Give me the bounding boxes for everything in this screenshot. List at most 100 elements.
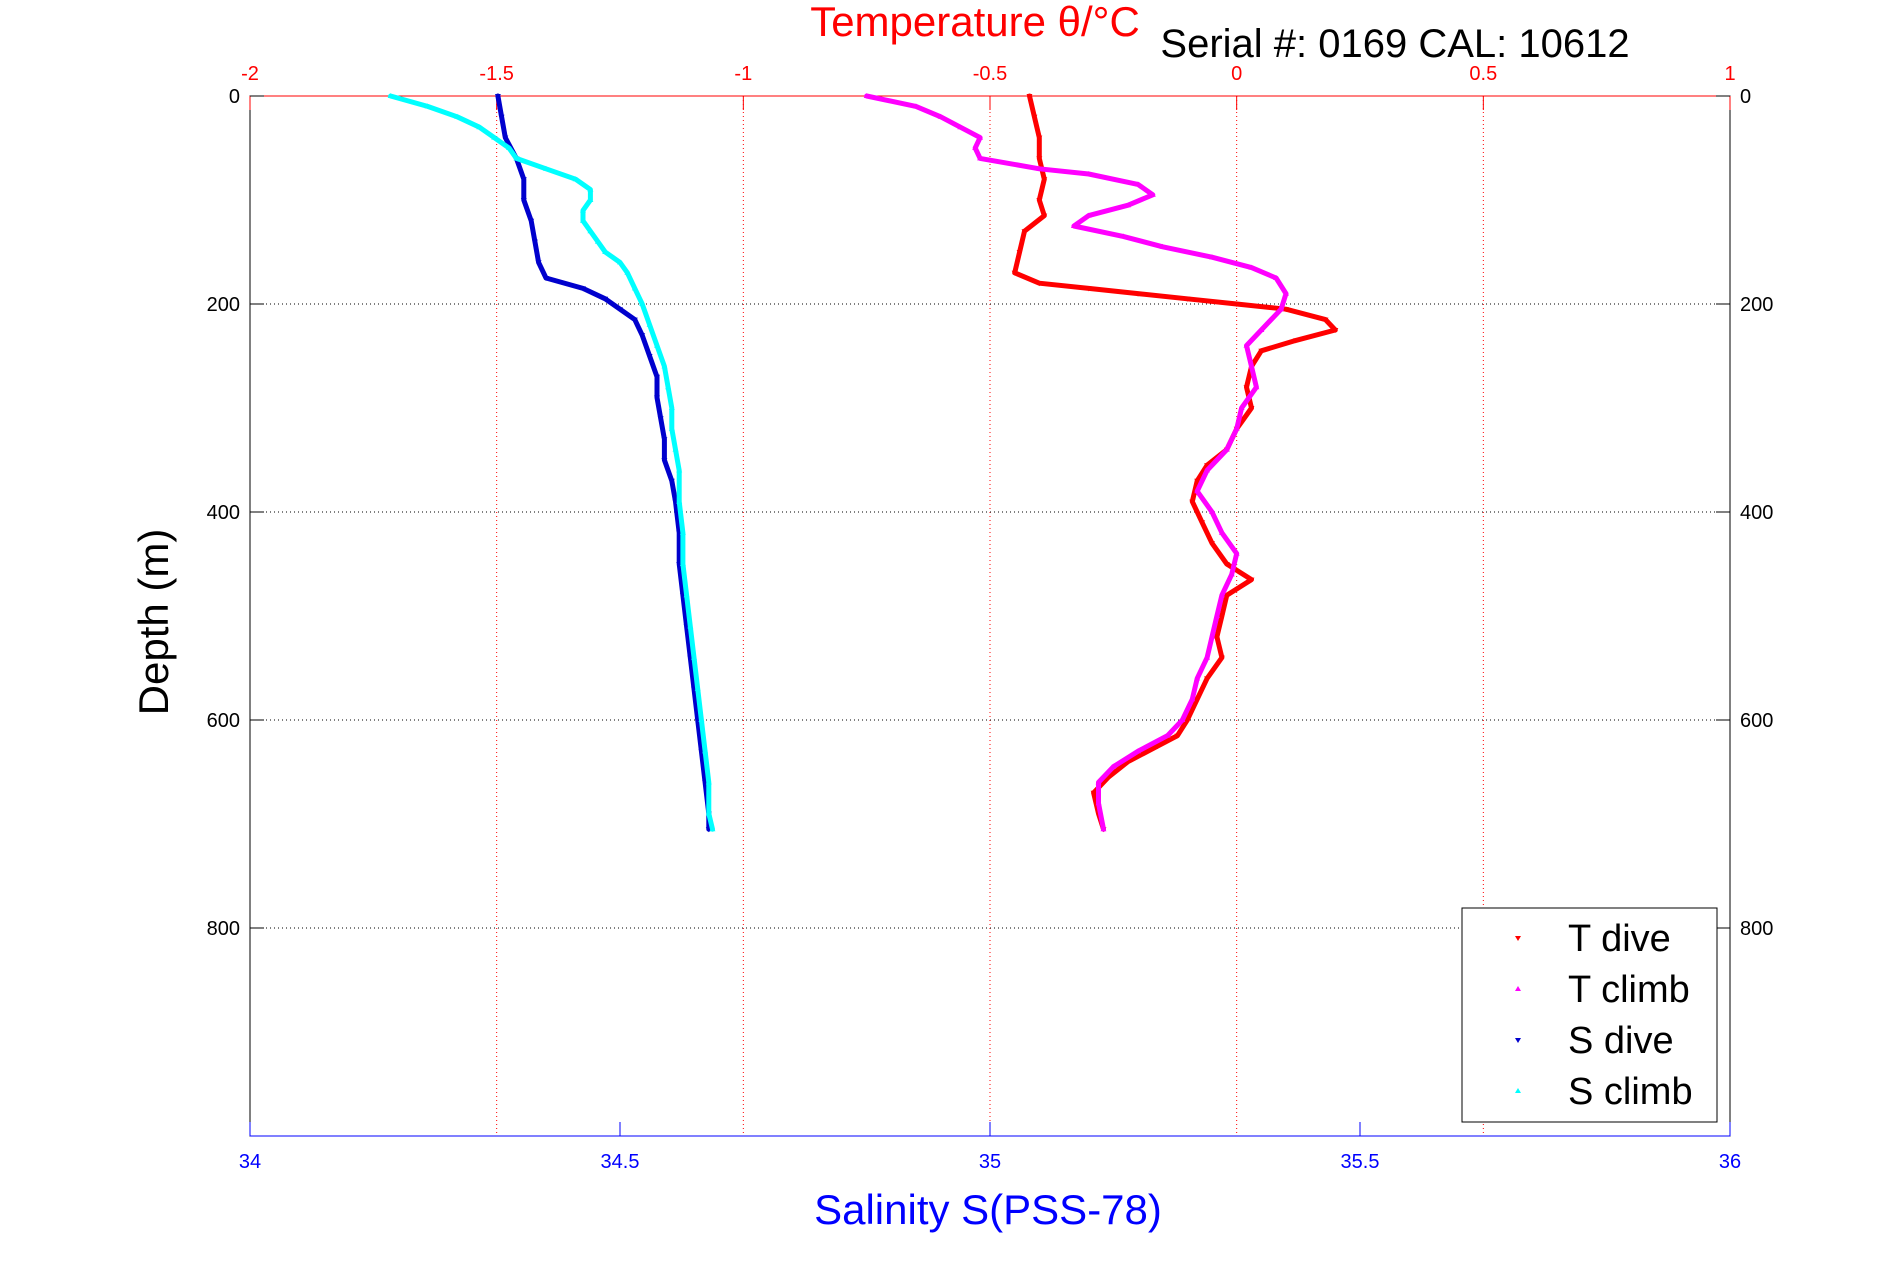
- data-point: [1135, 291, 1141, 297]
- legend-entry: T dive: [1568, 918, 1671, 960]
- data-point: [863, 93, 870, 98]
- data-point: [1292, 338, 1299, 344]
- data-point: [1090, 790, 1097, 796]
- right-axis-ticks: 0 200 400 600 800: [1716, 86, 1773, 940]
- data-point: [1228, 571, 1235, 577]
- data-point: [661, 437, 668, 443]
- data-point: [424, 103, 431, 109]
- legend-marker: [1515, 936, 1521, 941]
- data-point: [1016, 250, 1023, 255]
- data-point: [1189, 696, 1196, 702]
- data-point: [520, 177, 527, 183]
- data-point: [1174, 733, 1181, 739]
- left-tick-label: 600: [207, 710, 240, 732]
- data-point: [679, 561, 686, 566]
- data-point: [1184, 296, 1191, 302]
- data-point: [977, 134, 984, 140]
- series-trace: [495, 93, 712, 832]
- data-point: [705, 779, 712, 785]
- data-point: [1273, 275, 1280, 280]
- data-point: [676, 498, 683, 504]
- data-point: [1041, 213, 1048, 219]
- data-point: [587, 197, 594, 202]
- top-tick-label: 0.5: [1469, 63, 1497, 85]
- left-tick-label: 200: [207, 294, 240, 316]
- legend-marker: [1515, 986, 1521, 991]
- legend-marker: [1515, 1088, 1521, 1093]
- bottom-axis-label: Salinity S(PSS-78): [814, 1186, 1162, 1233]
- data-point: [476, 124, 483, 130]
- left-tick-label: 400: [207, 502, 240, 524]
- data-point: [1209, 633, 1215, 639]
- top-tick-label: -2: [241, 63, 259, 85]
- data-point: [957, 124, 964, 130]
- data-point: [580, 217, 586, 223]
- data-point: [1223, 562, 1230, 567]
- data-point: [1070, 223, 1077, 228]
- legend-entry: T climb: [1568, 969, 1690, 1011]
- data-point: [1223, 446, 1230, 452]
- bottom-tick-label: 34: [239, 1151, 261, 1173]
- data-point: [1026, 94, 1033, 99]
- bottom-tick-label: 34.5: [601, 1151, 640, 1173]
- data-point: [587, 186, 594, 192]
- top-tick-label: -0.5: [973, 63, 1007, 85]
- data-point: [1036, 135, 1043, 141]
- top-tick-label: 1: [1724, 63, 1735, 85]
- data-point: [1233, 550, 1240, 556]
- data-point: [602, 296, 609, 302]
- data-point: [1085, 171, 1092, 176]
- data-point: [1283, 290, 1289, 296]
- data-point: [1243, 342, 1250, 348]
- data-point: [502, 135, 509, 141]
- data-point: [1036, 198, 1043, 203]
- data-point: [494, 94, 501, 99]
- data-point: [1189, 499, 1196, 505]
- data-point: [705, 810, 712, 816]
- data-point: [1278, 306, 1285, 312]
- data-point: [1233, 302, 1240, 307]
- data-point: [602, 249, 609, 254]
- data-point: [1194, 675, 1201, 681]
- data-point: [631, 317, 638, 323]
- data-point: [498, 114, 505, 120]
- series-s-climb: [387, 93, 716, 832]
- legend-marker: [1515, 1038, 1521, 1043]
- data-point: [654, 342, 660, 348]
- bottom-tick-label: 36: [1719, 1151, 1741, 1173]
- grid: [250, 96, 1730, 1136]
- right-tick-label: 800: [1740, 918, 1773, 940]
- data-point: [1135, 181, 1141, 187]
- data-point: [1204, 463, 1211, 469]
- data-point: [454, 113, 461, 119]
- data-point: [1120, 233, 1127, 239]
- data-point: [668, 478, 675, 484]
- bottom-tick-label: 35.5: [1341, 1151, 1380, 1173]
- data-point: [1248, 577, 1255, 583]
- data-point: [661, 363, 668, 369]
- left-tick-label: 0: [229, 86, 240, 108]
- data-point: [1248, 363, 1255, 369]
- data-point: [687, 623, 694, 629]
- data-point: [543, 276, 549, 281]
- series-trace: [1012, 93, 1338, 832]
- data-point: [1110, 763, 1117, 769]
- data-point: [1149, 191, 1156, 197]
- chart-title: Serial #: 0169 CAL: 10612: [1160, 22, 1629, 66]
- data-point: [1100, 826, 1107, 832]
- data-point: [937, 113, 944, 119]
- right-tick-label: 400: [1740, 502, 1773, 524]
- legend-entry: S climb: [1568, 1071, 1693, 1113]
- data-point: [691, 654, 697, 660]
- data-point: [977, 155, 984, 161]
- data-point: [639, 333, 646, 339]
- top-tick-label: 0: [1231, 63, 1242, 85]
- data-point: [654, 395, 660, 401]
- data-point: [513, 155, 520, 161]
- data-point: [1248, 406, 1255, 411]
- data-point: [1036, 156, 1043, 162]
- right-tick-label: 0: [1740, 86, 1751, 108]
- data-point: [531, 239, 538, 245]
- data-point: [1258, 327, 1265, 332]
- data-point: [617, 307, 623, 313]
